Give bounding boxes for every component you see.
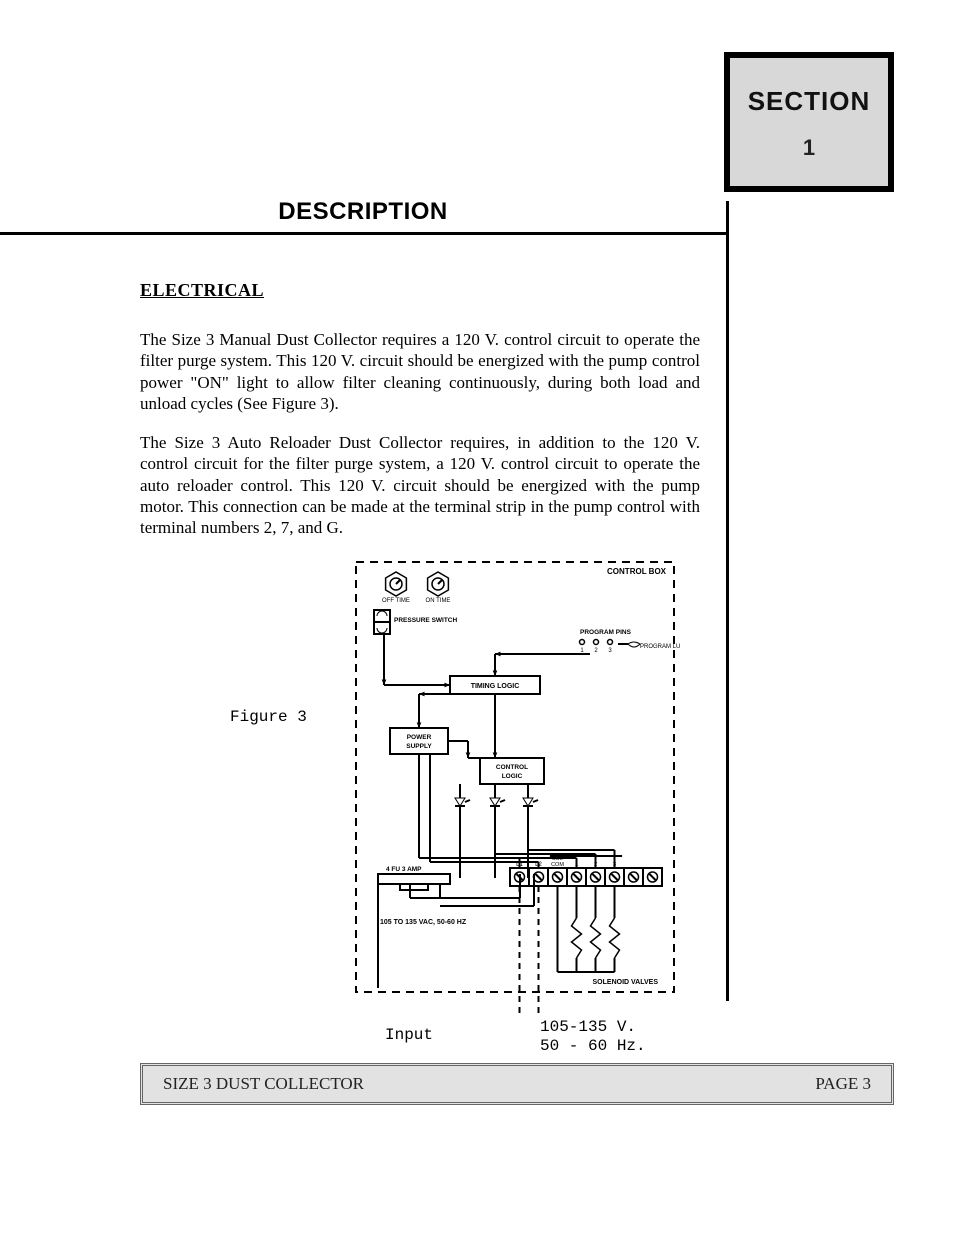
paragraph: The Size 3 Auto Reloader Dust Collector …: [140, 432, 700, 538]
page: SECTION 1 DESCRIPTION ELECTRICAL The Siz…: [0, 0, 954, 1235]
svg-text:SUPPLY: SUPPLY: [406, 743, 432, 750]
svg-text:POWER: POWER: [407, 734, 432, 741]
page-title: DESCRIPTION: [278, 198, 448, 226]
svg-text:TIMING LOGIC: TIMING LOGIC: [471, 683, 520, 690]
svg-text:PRESSURE SWITCH: PRESSURE SWITCH: [394, 617, 458, 624]
section-number: 1: [730, 135, 888, 161]
svg-text:LOGIC: LOGIC: [502, 773, 523, 780]
control-box-diagram: CONTROL BOX OFF TIME ON TIME PRESSURE SWITC…: [350, 558, 680, 1018]
svg-text:ON TIME: ON TIME: [426, 598, 451, 604]
svg-text:105 TO 135 VAC, 50-60 HZ: 105 TO 135 VAC, 50-60 HZ: [380, 919, 467, 926]
content: ELECTRICAL The Size 3 Manual Dust Collec…: [140, 280, 700, 556]
footer: SIZE 3 DUST COLLECTOR PAGE 3: [140, 1063, 894, 1105]
vertical-divider: [726, 201, 729, 1001]
paragraph: The Size 3 Manual Dust Collector require…: [140, 329, 700, 414]
svg-text:SOLENOID VALVES: SOLENOID VALVES: [593, 979, 659, 986]
svg-text:3: 3: [608, 648, 612, 654]
svg-text:PROGRAM LUG: PROGRAM LUG: [640, 644, 680, 650]
svg-text:CONTROL: CONTROL: [496, 764, 528, 771]
footer-left: SIZE 3 DUST COLLECTOR: [163, 1074, 364, 1094]
section-label: SECTION: [730, 86, 888, 117]
voltage-label: 105-135 V. 50 - 60 Hz.: [540, 1018, 646, 1056]
figure-label: Figure 3: [230, 708, 307, 726]
svg-text:PROGRAM PINS: PROGRAM PINS: [580, 629, 632, 636]
section-badge: SECTION 1: [724, 52, 894, 192]
figure: Figure 3 CONTROL BOXOFF TIMEON TIMEPRESS…: [240, 558, 700, 1023]
svg-text:OFF TIME: OFF TIME: [382, 598, 410, 604]
svg-text:CONTROL BOX: CONTROL BOX: [607, 567, 667, 576]
svg-text:COM: COM: [551, 862, 564, 868]
svg-text:2: 2: [594, 648, 598, 654]
svg-text:4 FU 3 AMP: 4 FU 3 AMP: [386, 866, 422, 873]
subheading: ELECTRICAL: [140, 280, 700, 301]
input-label: Input: [385, 1026, 433, 1044]
footer-right: PAGE 3: [815, 1074, 871, 1094]
header: DESCRIPTION: [0, 198, 726, 235]
